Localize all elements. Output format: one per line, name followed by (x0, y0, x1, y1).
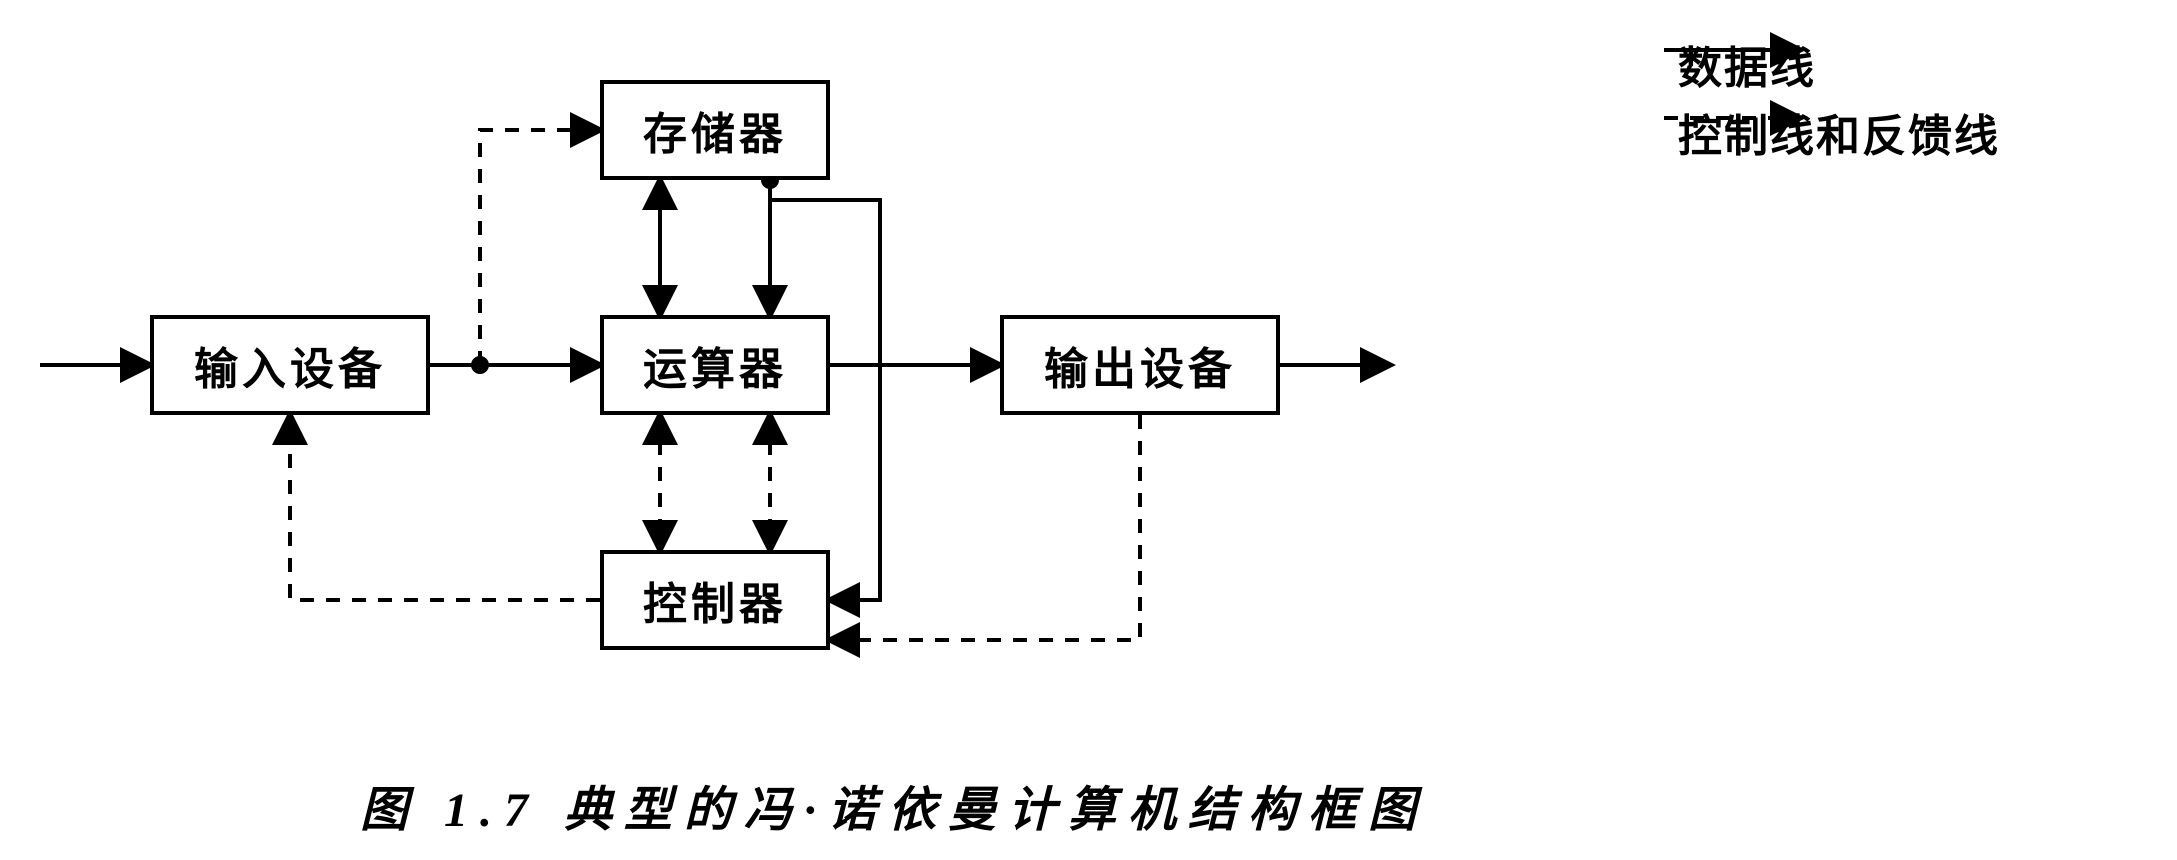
legend-solid: 数据线 (1660, 32, 1816, 96)
edge-input-to-mem (480, 130, 600, 365)
legend-dashed: 控制线和反馈线 (1660, 100, 2000, 164)
edge-ctrl-to-input (290, 415, 600, 600)
node-alu: 运算器 (600, 315, 830, 415)
node-controller: 控制器 (600, 550, 830, 650)
legend-solid-line-icon (1660, 32, 1820, 68)
node-output-device: 输出设备 (1000, 315, 1280, 415)
legend-dashed-line-icon (1660, 100, 1820, 136)
edge-ctrl-from-out (830, 415, 1140, 640)
node-memory: 存储器 (600, 80, 830, 180)
node-memory-label: 存储器 (643, 98, 787, 162)
node-input-device: 输入设备 (150, 315, 430, 415)
node-output-device-label: 输出设备 (1044, 333, 1236, 397)
figure-caption: 图 1.7 典型的冯·诺依曼计算机结构框图 (360, 770, 1428, 840)
node-input-device-label: 输入设备 (194, 333, 386, 397)
node-controller-label: 控制器 (643, 568, 787, 632)
junction-dot (471, 356, 489, 374)
node-alu-label: 运算器 (643, 333, 787, 397)
